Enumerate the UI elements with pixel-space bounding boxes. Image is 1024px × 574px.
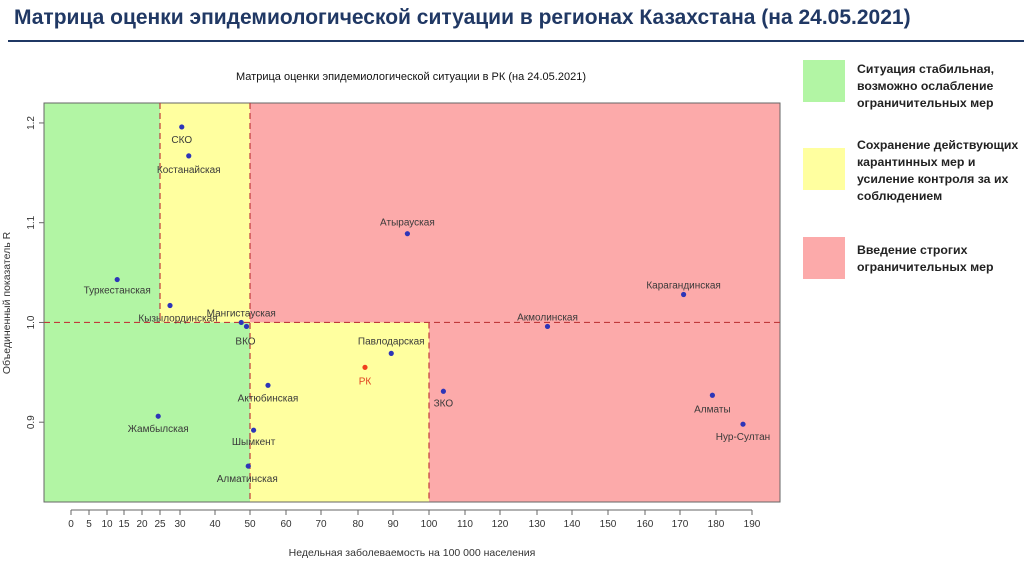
x-tick-label: 130	[529, 519, 546, 530]
x-tick-label: 140	[564, 519, 581, 530]
zone-green-0	[44, 103, 160, 323]
title-divider	[8, 40, 1024, 42]
x-tick-label: 40	[209, 519, 221, 530]
zone-red-5	[429, 322, 780, 502]
data-point	[114, 276, 120, 283]
point-label: Алматинская	[217, 474, 278, 485]
point-label: ВКО	[235, 336, 255, 347]
data-point	[245, 463, 251, 469]
x-tick-label: 190	[744, 519, 761, 530]
chart-title: Матрица оценки эпидемиологической ситуац…	[236, 71, 586, 83]
point-label: Алматы	[694, 404, 731, 415]
zone-red-2	[250, 103, 780, 323]
zone-yellow-1	[160, 103, 250, 323]
y-axis-label: Объединенный показатель R	[1, 231, 13, 374]
point-label: ЗКО	[434, 398, 454, 409]
x-tick-label: 15	[118, 519, 130, 530]
x-tick-label: 120	[492, 519, 509, 530]
point-label: Костанайская	[157, 165, 221, 176]
y-tick-label: 0.9	[26, 415, 37, 429]
x-tick-label: 160	[637, 519, 654, 530]
point-label: Карагандинская	[646, 281, 721, 292]
legend-swatch-red	[803, 237, 845, 279]
legend-line: возможно ослабление	[857, 79, 994, 93]
point-label: СКО	[171, 135, 192, 146]
x-tick-label: 60	[280, 519, 292, 530]
scatter-chart: Матрица оценки эпидемиологической ситуац…	[1, 71, 781, 559]
point-label: Павлодарская	[358, 336, 425, 347]
legend-line: соблюдением	[857, 189, 943, 203]
x-tick-label: 70	[315, 519, 327, 530]
data-point	[681, 291, 687, 298]
data-point	[179, 124, 185, 130]
legend-line: Сохранение действующих	[857, 138, 1019, 152]
legend-swatch-green	[803, 60, 845, 102]
x-tick-label: 5	[86, 519, 92, 530]
legend-line: Введение строгих	[857, 243, 968, 257]
data-point	[251, 427, 257, 433]
data-point	[186, 153, 192, 159]
legend-line: ограничительных мер	[857, 260, 994, 274]
x-tick-label: 180	[708, 519, 725, 530]
point-label: Нур-Султан	[716, 432, 770, 443]
slide-title: Матрица оценки эпидемиологической ситуац…	[14, 6, 911, 29]
point-label: Туркестанская	[84, 286, 151, 297]
zone-green-3	[44, 322, 250, 502]
x-tick-label: 100	[421, 519, 438, 530]
x-tick-label: 80	[352, 519, 364, 530]
legend-text-stable: Ситуация стабильная, возможно ослабление…	[857, 61, 1024, 112]
data-point	[243, 323, 250, 330]
data-point	[238, 319, 244, 326]
x-tick-label: 10	[101, 519, 113, 530]
data-point	[709, 392, 716, 398]
x-axis-label: Недельная заболеваемость на 100 000 насе…	[289, 547, 536, 559]
x-tick-label: 25	[154, 519, 166, 530]
legend-line: карантинных мер и	[857, 155, 976, 169]
data-point	[404, 231, 410, 237]
x-tick-label: 90	[387, 519, 399, 530]
x-tick-label: 20	[136, 519, 148, 530]
legend-text-maintain: Сохранение действующих карантинных мер и…	[857, 137, 1024, 205]
x-tick-label: 50	[244, 519, 256, 530]
y-tick-label: 1.2	[26, 116, 37, 130]
x-tick-label: 110	[457, 519, 473, 530]
point-label: Актюбинская	[238, 392, 299, 404]
y-tick-label: 1.0	[26, 315, 37, 329]
point-label: Мангистауская	[207, 308, 276, 319]
x-tick-label: 170	[672, 519, 689, 530]
y-tick-label: 1.1	[26, 215, 37, 229]
legend-text-strict: Введение строгих ограничительных мер	[857, 242, 1024, 276]
point-label: Жамбылская	[128, 423, 189, 435]
zone-yellow-4	[250, 322, 429, 502]
x-tick-label: 150	[600, 519, 617, 530]
data-point	[544, 323, 551, 330]
point-label: Акмолинская	[517, 312, 578, 323]
data-point	[167, 302, 173, 309]
point-label: Атырауская	[380, 218, 435, 229]
plot-border	[43, 102, 781, 503]
point-label: Шымкент	[232, 437, 276, 448]
point-label: Кызылординская	[138, 313, 217, 324]
data-point	[440, 388, 446, 394]
x-tick-label: 30	[174, 519, 186, 530]
data-point	[362, 364, 368, 370]
legend-line: усиление контроля за их	[857, 172, 1009, 186]
legend-swatch-yellow	[803, 148, 845, 190]
legend-line: Ситуация стабильная,	[857, 62, 995, 76]
data-point	[155, 413, 161, 419]
data-point	[388, 350, 394, 356]
x-tick-label: 0	[68, 519, 74, 530]
data-point	[740, 421, 746, 427]
point-label: РК	[359, 376, 372, 387]
legend-line: ограничительных мер	[857, 96, 994, 110]
data-point	[265, 382, 271, 388]
